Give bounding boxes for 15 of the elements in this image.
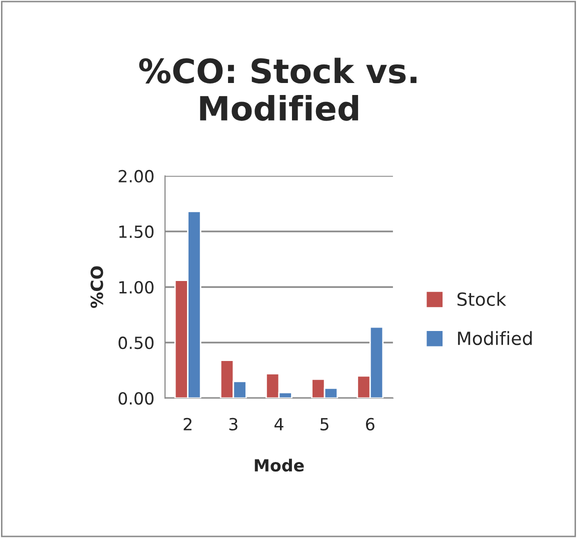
x-axis-title: Mode (254, 458, 304, 472)
legend-label: Modified (458, 331, 532, 346)
y-tick-label: 1.50 (119, 225, 154, 238)
y-tick-label: 0.50 (118, 336, 154, 350)
y-axis-title: %CO (90, 266, 104, 308)
x-tick-label: 4 (274, 418, 284, 430)
legend-label: Stock (458, 292, 506, 306)
x-tick-label: 3 (229, 418, 238, 430)
x-tick-label: 2 (184, 418, 192, 430)
y-tick-label: 1.00 (119, 280, 154, 294)
y-tick-label: 0.00 (118, 392, 154, 405)
x-tick-label: 5 (320, 418, 328, 430)
y-tick-label: 2.00 (118, 170, 154, 182)
chart-title: %CO: Stock vs. Modified (139, 58, 416, 121)
x-tick-label: 6 (366, 418, 374, 430)
